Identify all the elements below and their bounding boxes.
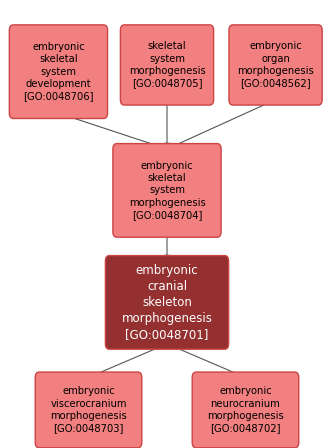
Text: embryonic
organ
morphogenesis
[GO:0048562]: embryonic organ morphogenesis [GO:004856… (237, 41, 314, 89)
FancyBboxPatch shape (9, 25, 108, 118)
Text: embryonic
neurocranium
morphogenesis
[GO:0048702]: embryonic neurocranium morphogenesis [GO… (207, 386, 284, 434)
FancyBboxPatch shape (106, 255, 228, 349)
FancyBboxPatch shape (35, 372, 142, 448)
Text: embryonic
skeletal
system
development
[GO:0048706]: embryonic skeletal system development [G… (23, 42, 94, 102)
Text: embryonic
cranial
skeleton
morphogenesis
[GO:0048701]: embryonic cranial skeleton morphogenesis… (122, 264, 212, 341)
FancyBboxPatch shape (120, 25, 214, 105)
Text: embryonic
skeletal
system
morphogenesis
[GO:0048704]: embryonic skeletal system morphogenesis … (129, 160, 205, 220)
FancyBboxPatch shape (192, 372, 299, 448)
FancyBboxPatch shape (229, 25, 322, 105)
FancyBboxPatch shape (113, 143, 221, 237)
Text: embryonic
viscerocranium
morphogenesis
[GO:0048703]: embryonic viscerocranium morphogenesis [… (50, 386, 127, 434)
Text: skeletal
system
morphogenesis
[GO:0048705]: skeletal system morphogenesis [GO:004870… (129, 41, 205, 89)
